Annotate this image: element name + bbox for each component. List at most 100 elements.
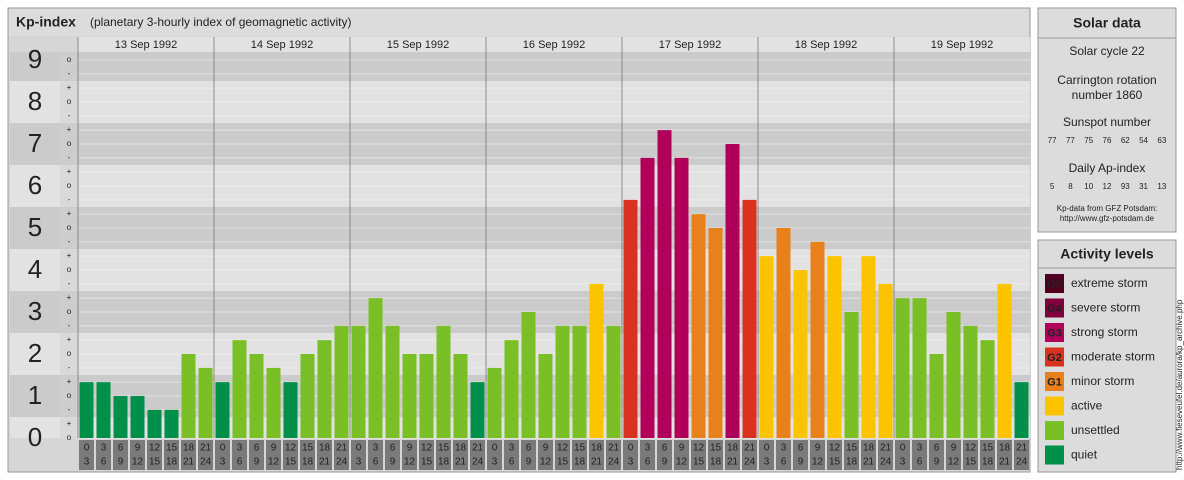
- bar: [436, 325, 451, 438]
- bar: [657, 130, 672, 438]
- solar-value: 76: [1103, 136, 1112, 145]
- bar: [419, 354, 434, 438]
- x-tick-label: 12: [557, 443, 569, 454]
- bar: [487, 367, 502, 438]
- x-tick-cell: [232, 440, 247, 470]
- x-tick-label: 21: [744, 443, 756, 454]
- bar: [181, 354, 196, 438]
- minor-tick-label: +: [67, 377, 72, 386]
- solar-value: 62: [1121, 136, 1130, 145]
- x-tick-cell: [79, 440, 94, 470]
- bar: [946, 312, 961, 438]
- minor-tick-label: -: [68, 405, 71, 414]
- x-tick-label: 12: [676, 457, 688, 468]
- bar: [844, 312, 859, 438]
- bar: [198, 367, 213, 438]
- x-tick-label: 18: [438, 457, 450, 468]
- band: [10, 417, 1030, 438]
- x-tick-label: 6: [101, 457, 107, 468]
- bar: [606, 325, 621, 438]
- x-tick-label: 15: [846, 443, 858, 454]
- bar: [113, 396, 128, 438]
- bar: [164, 409, 179, 438]
- x-tick-label: 15: [574, 443, 586, 454]
- x-tick-cell: [538, 440, 553, 470]
- x-tick-label: 3: [356, 457, 362, 468]
- x-tick-label: 24: [880, 457, 892, 468]
- x-tick-cell: [368, 440, 383, 470]
- chart-title: Kp-index: [16, 14, 76, 30]
- x-tick-label: 9: [934, 457, 940, 468]
- x-tick-label: 15: [149, 457, 161, 468]
- x-tick-cell: [385, 440, 400, 470]
- bar: [810, 241, 825, 438]
- bar: [334, 325, 349, 438]
- bar: [929, 354, 944, 438]
- minor-column: [60, 52, 78, 438]
- day-label: 14 Sep 1992: [251, 39, 313, 51]
- x-tick-label: 6: [662, 443, 668, 454]
- x-tick-cell: [929, 440, 944, 470]
- x-tick-label: 18: [455, 443, 467, 454]
- minor-tick-label: +: [67, 167, 72, 176]
- x-tick-label: 3: [900, 457, 906, 468]
- x-tick-cell: [300, 440, 315, 470]
- x-tick-label: 3: [84, 457, 90, 468]
- bar: [368, 298, 383, 438]
- bar: [623, 199, 638, 438]
- minor-tick-label: o: [67, 349, 72, 358]
- minor-tick-label: o: [67, 391, 72, 400]
- source: http://www.gfz-potsdam.de: [1060, 214, 1155, 223]
- x-tick-label: 9: [679, 443, 685, 454]
- bar: [793, 270, 808, 438]
- x-tick-label: 18: [727, 443, 739, 454]
- x-tick-label: 3: [917, 443, 923, 454]
- y-tick-label: 7: [28, 128, 42, 158]
- bar: [895, 298, 910, 438]
- bar: [317, 340, 332, 438]
- credit: http://www.fieseveufel.de/aurora/kp_arch…: [1175, 299, 1184, 470]
- minor-tick-label: +: [67, 83, 72, 92]
- x-tick-label: 18: [166, 457, 178, 468]
- y-tick-label: 4: [28, 254, 42, 284]
- x-tick-label: 9: [390, 457, 396, 468]
- legend-swatch: [1045, 347, 1064, 367]
- y-tick-label: 3: [28, 296, 42, 326]
- bar: [742, 199, 757, 438]
- x-tick-label: 18: [302, 457, 314, 468]
- x-tick-label: 3: [101, 443, 107, 454]
- x-tick-label: 9: [543, 443, 549, 454]
- x-tick-label: 12: [693, 443, 705, 454]
- bar: [878, 283, 893, 438]
- bar: [572, 325, 587, 438]
- bar: [691, 214, 706, 438]
- minor-tick-label: o: [67, 181, 72, 190]
- x-tick-cell: [810, 440, 825, 470]
- legend-swatch: [1045, 274, 1064, 293]
- solar-value: 10: [1084, 182, 1093, 191]
- x-tick-cell: [844, 440, 859, 470]
- x-tick-cell: [793, 440, 808, 470]
- x-tick-label: 6: [373, 457, 379, 468]
- x-tick-label: 9: [951, 443, 957, 454]
- bar: [1014, 382, 1029, 438]
- x-tick-label: 9: [798, 457, 804, 468]
- bar: [453, 354, 468, 438]
- x-tick-label: 21: [727, 457, 739, 468]
- x-tick-label: 0: [764, 443, 770, 454]
- x-tick-cell: [487, 440, 502, 470]
- x-tick-cell: [640, 440, 655, 470]
- solar-value: 54: [1139, 136, 1148, 145]
- x-tick-label: 0: [900, 443, 906, 454]
- x-tick-label: 15: [710, 443, 722, 454]
- x-tick-label: 24: [336, 457, 348, 468]
- y-tick-label: 2: [28, 338, 42, 368]
- solar-value: 75: [1084, 136, 1093, 145]
- solar-value: 77: [1048, 136, 1057, 145]
- solar-value: 63: [1157, 136, 1166, 145]
- solar-value: 5: [1050, 182, 1055, 191]
- x-tick-cell: [215, 440, 230, 470]
- x-tick-label: 3: [220, 457, 226, 468]
- solar-value: 77: [1066, 136, 1075, 145]
- x-tick-label: 18: [591, 443, 603, 454]
